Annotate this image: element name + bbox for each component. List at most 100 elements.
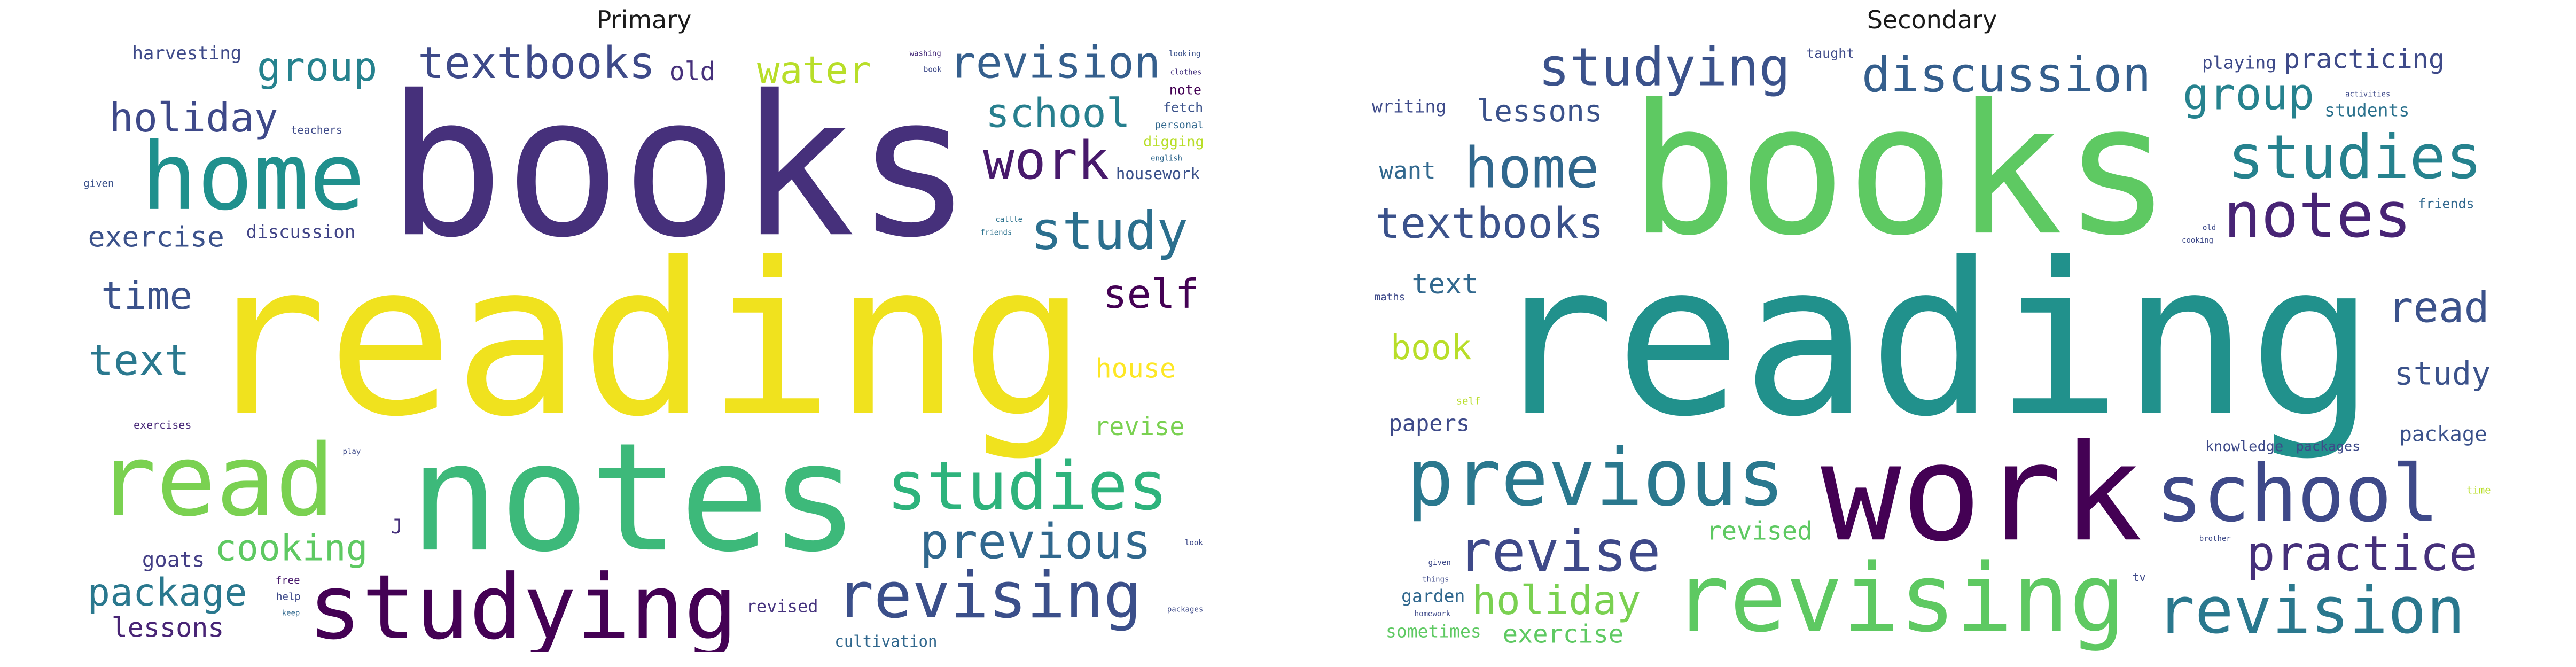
primary-panel: Primary reading books notes studying studies… (80, 5, 1207, 652)
word-textbooks: textbooks (1375, 199, 1604, 248)
word-house: house (1096, 353, 1176, 384)
word-book: book (924, 65, 942, 74)
word-cooking: cooking (2182, 236, 2213, 245)
word-reading: reading (200, 218, 1087, 463)
word-cooking: cooking (215, 528, 368, 570)
word-packages: packages (1167, 605, 1203, 614)
word-packages: packages (2296, 438, 2360, 454)
word-fetch: fetch (1163, 99, 1203, 115)
word-self: self (1456, 395, 1481, 407)
word-english: english (1151, 154, 1182, 163)
word-knowledge: knowledge (2205, 438, 2283, 455)
word-writing: writing (1372, 96, 1446, 117)
word-text: text (88, 336, 190, 385)
secondary-panel: Secondary reading books work revising previo… (1288, 0, 2576, 667)
word-keep: keep (282, 609, 300, 617)
word-friends: friends (980, 229, 1012, 237)
word-revise: revise (1458, 519, 1660, 584)
word-notes: notes (409, 411, 860, 585)
word-discussion: discussion (246, 221, 356, 243)
word-time: time (2466, 485, 2491, 497)
word-cattle: cattle (995, 215, 1022, 224)
word-things: things (1422, 575, 1449, 584)
word-books: books (1629, 66, 2171, 275)
word-holiday: holiday (110, 94, 278, 141)
word-revision: revision (2156, 574, 2465, 648)
word-lessons: lessons (112, 612, 224, 643)
word-revise: revise (1094, 412, 1185, 441)
word-studies: studies (2228, 122, 2482, 192)
secondary-panel-title: Secondary (1867, 5, 1997, 34)
word-digging: digging (1143, 134, 1204, 150)
word-holiday: holiday (1472, 577, 1641, 624)
primary-word-cloud: reading books notes studying studies revising… (80, 43, 1207, 652)
word-activities: activities (2345, 90, 2390, 98)
word-read: read (97, 423, 335, 538)
word-revising: revising (836, 559, 1142, 633)
word-package: package (87, 570, 247, 615)
word-practice: practice (2246, 526, 2478, 582)
word-tv: tv (2133, 571, 2146, 584)
word-papers: papers (1388, 410, 1470, 437)
word-maths: maths (1375, 291, 1405, 303)
word-note: note (1169, 82, 1201, 97)
word-practicing: practicing (2284, 43, 2445, 74)
word-want: want (1379, 157, 1436, 184)
word-revising: revising (1673, 544, 2126, 652)
word-package: package (2399, 422, 2487, 446)
word-revised: revised (1706, 517, 1812, 546)
secondary-word-cloud: reading books work revising previous school re… (1368, 43, 2495, 652)
word-exercise: exercise (1503, 620, 1623, 649)
word-home: home (141, 123, 365, 231)
word-personal: personal (1154, 119, 1204, 131)
primary-panel-title: Primary (596, 5, 692, 34)
word-group: group (2183, 69, 2315, 120)
word-harvesting: harvesting (132, 43, 241, 64)
word-help: help (276, 591, 301, 602)
word-old: old (669, 57, 716, 87)
word-sometimes: sometimes (1386, 621, 1481, 641)
word-books: books (387, 53, 973, 280)
word-teachers: teachers (291, 123, 342, 136)
word-studies: studies (887, 447, 1168, 525)
word-lessons: lessons (1477, 94, 1603, 129)
word-book: book (1391, 328, 1472, 367)
word-clothes: clothes (1170, 68, 1201, 76)
word-revision: revision (949, 43, 1160, 89)
word-taught: taught (1806, 45, 1854, 61)
word-study: study (1031, 201, 1188, 262)
word-looking: looking (1169, 50, 1200, 58)
word-given: given (1428, 559, 1451, 567)
word-read: read (2388, 283, 2489, 332)
word-self: self (1103, 270, 1199, 317)
word-given: given (83, 177, 114, 189)
word-previous: previous (1407, 432, 1785, 524)
word-previous: previous (920, 514, 1151, 570)
word-brother: brother (2199, 534, 2231, 543)
word-studying: studying (1538, 43, 1790, 98)
word-textbooks: textbooks (418, 43, 655, 89)
word-garden: garden (1401, 585, 1465, 606)
word-study: study (2394, 355, 2491, 393)
word-home: home (1464, 136, 1599, 201)
word-playing: playing (2202, 52, 2276, 73)
word-group: group (257, 43, 378, 90)
word-play: play (342, 447, 361, 456)
word-friends: friends (2418, 196, 2474, 212)
word-work: work (1821, 415, 2142, 571)
word-j: J (391, 515, 403, 538)
word-goats: goats (142, 548, 205, 572)
word-text: text (1411, 268, 1478, 300)
word-studying: studying (308, 556, 737, 652)
word-cultivation: cultivation (834, 632, 937, 650)
word-exercise: exercise (88, 221, 224, 254)
word-work: work (983, 130, 1109, 191)
word-notes: notes (2223, 179, 2411, 252)
word-time: time (101, 274, 192, 318)
word-look: look (1185, 539, 1203, 547)
word-homework: homework (1415, 610, 1451, 618)
word-revised: revised (746, 596, 818, 617)
word-water: water (757, 48, 871, 92)
